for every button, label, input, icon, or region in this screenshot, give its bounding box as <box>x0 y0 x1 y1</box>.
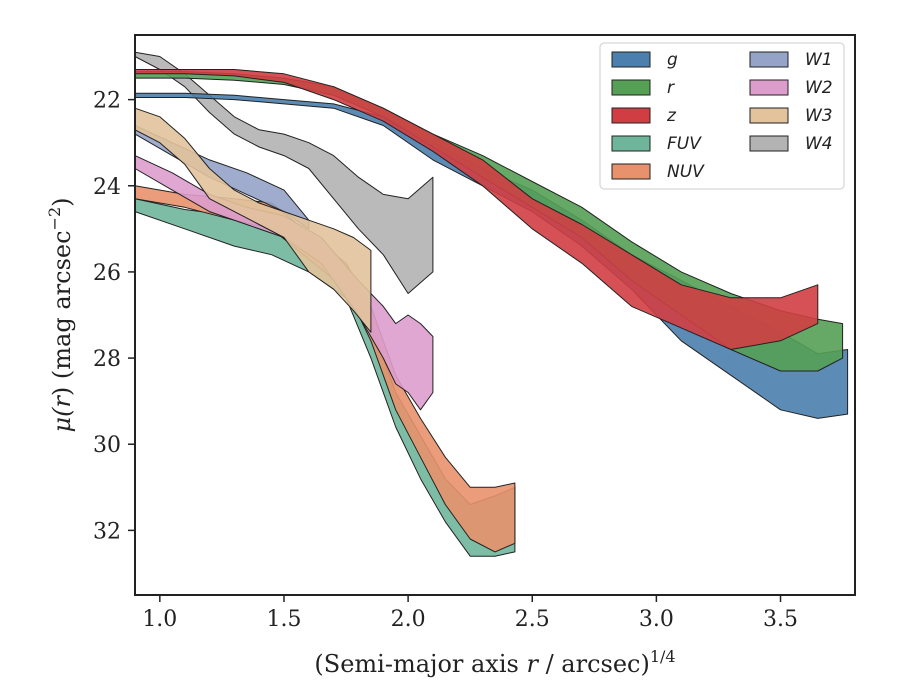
x-axis-label: (Semi-major axis r / arcsec)1/4 <box>314 647 675 678</box>
legend-label-fuv: FUV <box>667 134 702 154</box>
y-tick-label: 22 <box>93 89 121 114</box>
y-axis-ticks: 22 24 26 28 30 32 <box>93 89 135 544</box>
y-tick-label: 24 <box>93 175 121 200</box>
plot-frame <box>134 34 856 596</box>
x-tick-label: 3.5 <box>763 607 798 632</box>
x-axis-ticks: 1.0 1.5 2.0 2.5 3.0 3.5 <box>142 595 798 632</box>
legend-swatch-r <box>611 79 651 96</box>
legend-label-nuv: NUV <box>667 162 705 182</box>
legend-label-w2: W2 <box>805 78 833 98</box>
legend-swatch-z <box>611 107 651 124</box>
y-tick-label: 26 <box>93 261 121 286</box>
legend-swatch-w2 <box>749 79 789 96</box>
legend-label-w3: W3 <box>805 106 833 126</box>
y-axis-label: μ(r) (mag arcsec−2) <box>45 197 76 432</box>
legend: grz FUV NUV W1 W2 W3 W4 <box>599 42 845 190</box>
y-tick-label: 28 <box>93 347 121 372</box>
legend-label-w1: W1 <box>805 50 833 70</box>
y-tick-label: 30 <box>93 433 121 458</box>
x-tick-label: 1.0 <box>142 607 177 632</box>
legend-swatch-nuv <box>611 163 651 180</box>
band-z <box>134 69 819 350</box>
y-tick-label: 32 <box>93 519 121 544</box>
series-bands <box>134 51 849 557</box>
legend-swatch-w3 <box>749 107 789 124</box>
x-tick-label: 3.0 <box>639 607 674 632</box>
legend-swatch-w4 <box>749 135 789 152</box>
legend-label-w4: W4 <box>805 134 833 154</box>
legend-swatch-fuv <box>611 135 651 152</box>
legend-swatch-g <box>611 51 651 68</box>
band-w3 <box>134 107 372 333</box>
legend-label-r: r <box>667 78 675 98</box>
x-tick-label: 2.5 <box>515 607 550 632</box>
legend-label-z: z <box>666 106 677 126</box>
band-w4 <box>134 51 434 294</box>
legend-swatch-w1 <box>749 51 789 68</box>
x-tick-label: 2.0 <box>391 607 426 632</box>
legend-label-g: g <box>667 50 678 70</box>
x-tick-label: 1.5 <box>266 607 301 632</box>
